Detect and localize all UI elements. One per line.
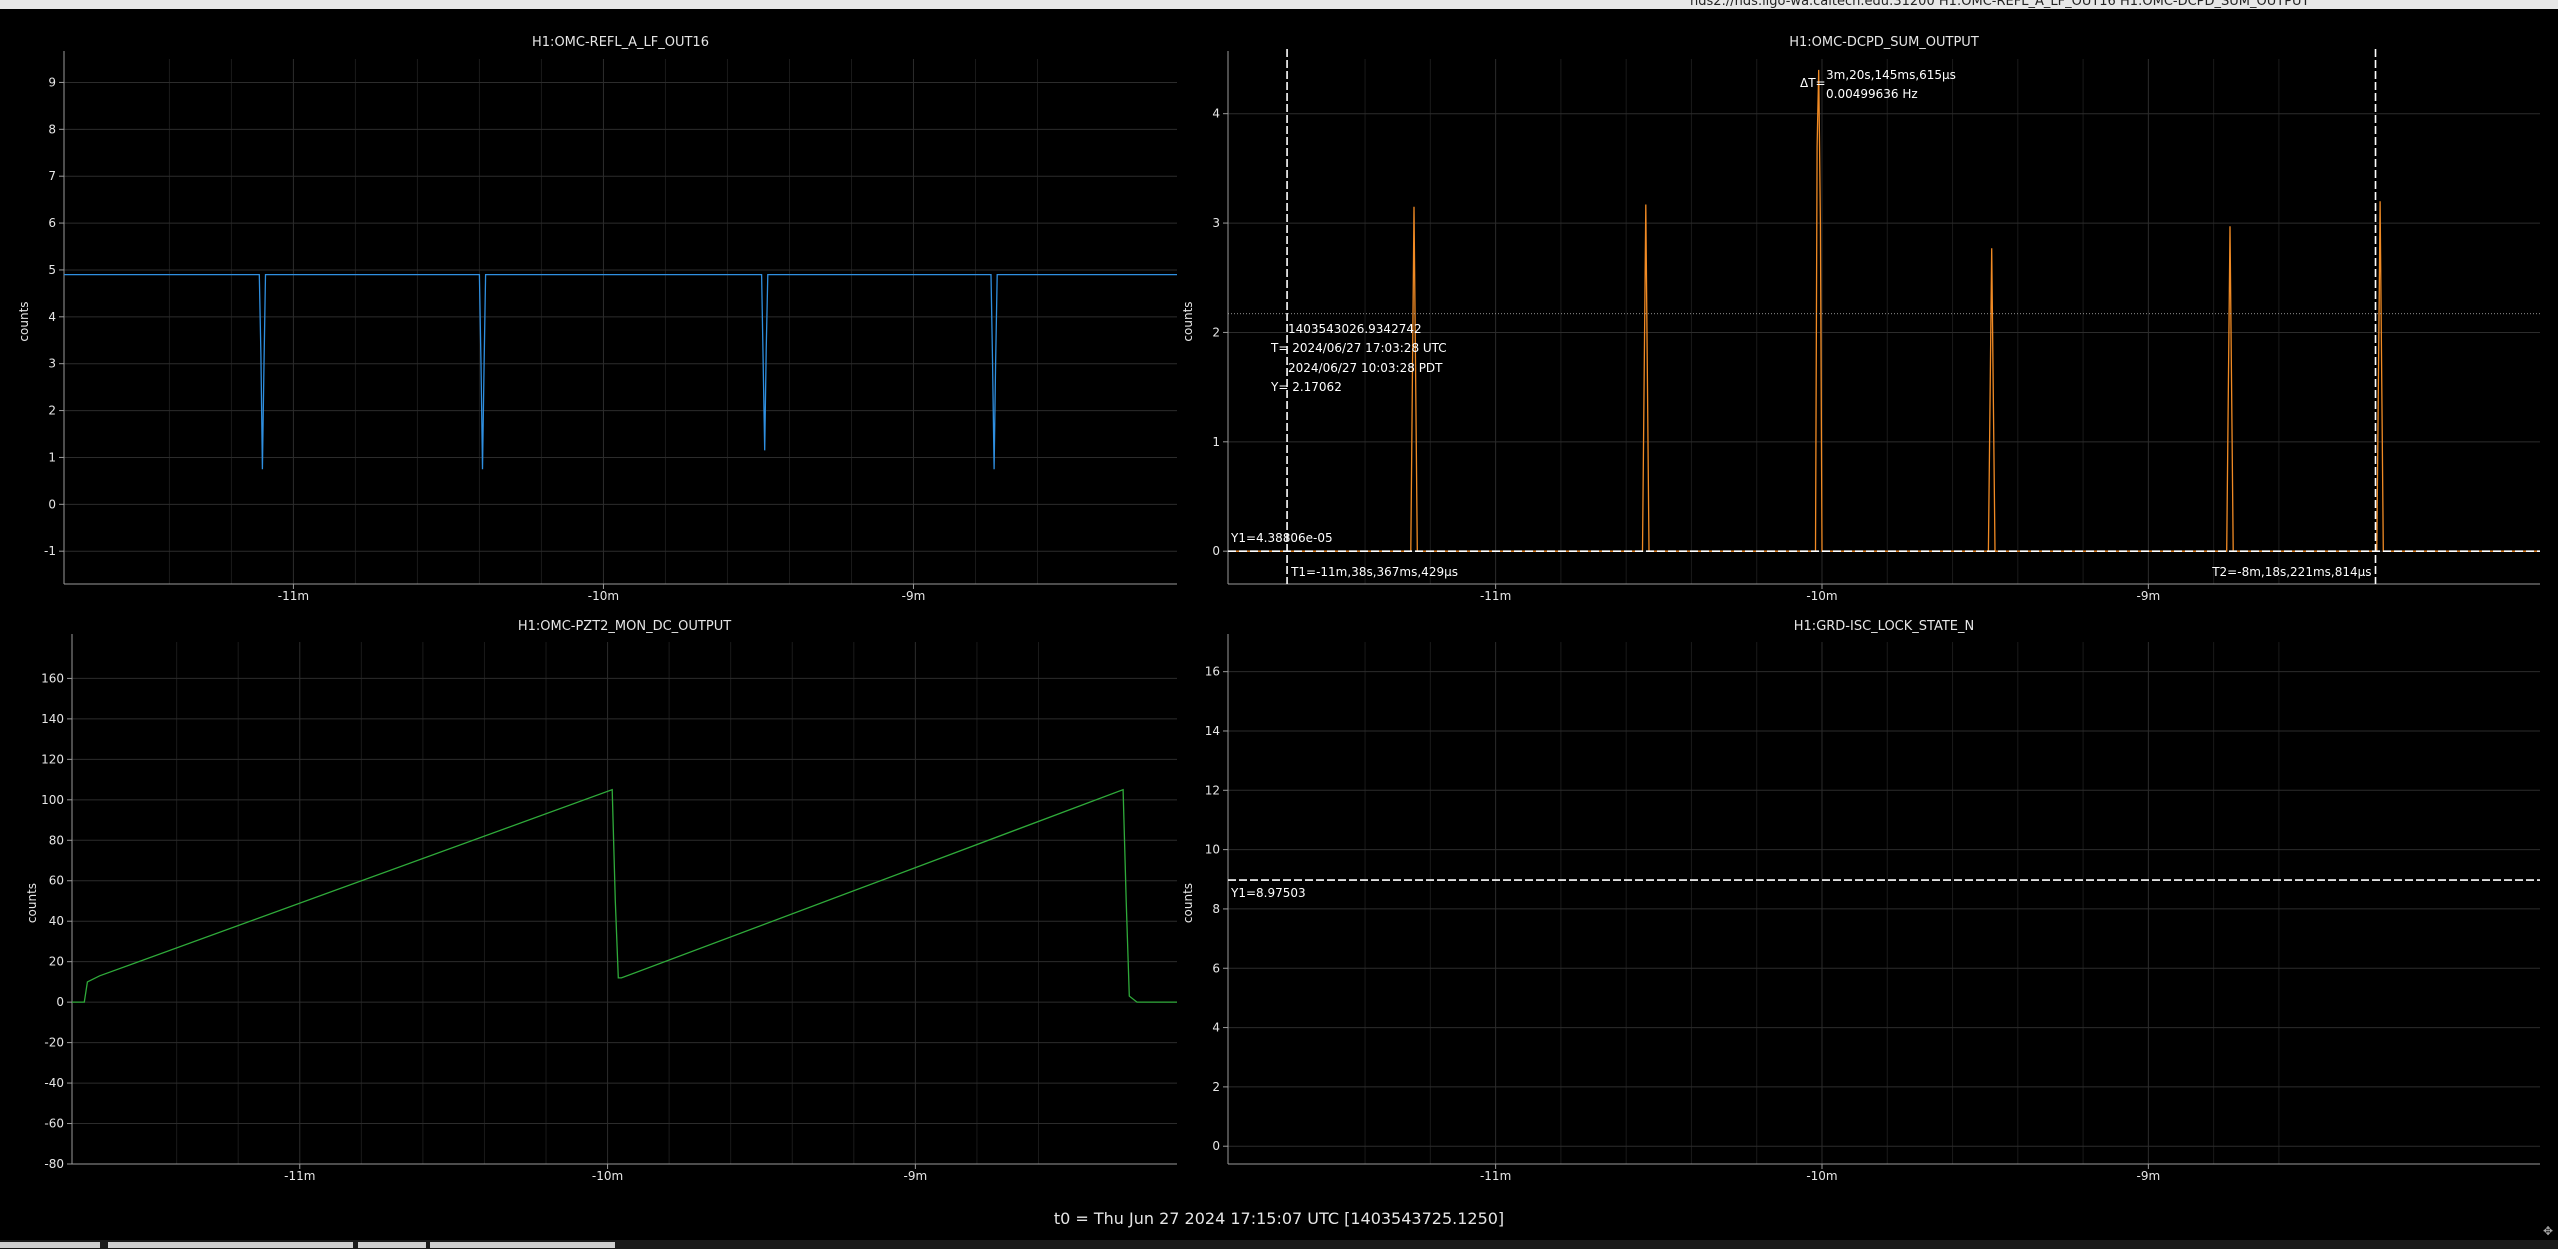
x-tick-label: -9m xyxy=(902,589,926,603)
y-tick-label: 20 xyxy=(49,955,64,969)
readout-pdt: 2024/06/27 10:03:28 PDT xyxy=(1288,361,1443,375)
plots-canvas[interactable]: H1:OMC-REFL_A_LF_OUT16-11m -10m -9m-101234… xyxy=(0,9,2558,1200)
bottom-tab[interactable] xyxy=(430,1242,615,1248)
y-tick-label: 1 xyxy=(48,450,56,464)
y-axis-label: counts xyxy=(1181,883,1195,923)
bottom-tab-strip xyxy=(0,1240,2558,1249)
x-tick-label: -10m xyxy=(1806,1169,1837,1183)
delta-t-value: 3m,20s,145ms,615µs xyxy=(1826,68,1956,82)
x-tick-label: -11m xyxy=(1480,1169,1511,1183)
readout-y: Y= 2.17062 xyxy=(1270,380,1342,394)
y-tick-label: 1 xyxy=(1212,435,1220,449)
series-line xyxy=(1228,69,2540,552)
y-tick-label: 6 xyxy=(1212,961,1220,975)
plot-panel-plot3: H1:OMC-PZT2_MON_DC_OUTPUT -11m -10m -9m -80 -… xyxy=(25,619,1178,1183)
cursor-y1-label: Y1=4.38806e-05 xyxy=(1230,531,1333,545)
plot-panel-plot1: H1:OMC-REFL_A_LF_OUT16 -11m -10m -9m -1 0 1 2 3 4… xyxy=(17,35,1178,603)
y-tick-label: 2 xyxy=(48,404,56,418)
y-tick-label: 3 xyxy=(1212,216,1220,230)
x-tick-label: -11m xyxy=(284,1169,315,1183)
y-tick-label: 9 xyxy=(48,75,56,89)
delta-t-prefix: ΔT= xyxy=(1800,76,1826,90)
x-tick-label: -10m xyxy=(588,589,619,603)
resize-grip-icon[interactable]: ✥ xyxy=(2542,1224,2554,1238)
delta-f-value: 0.00499636 Hz xyxy=(1826,87,1918,101)
y-tick-label: 0 xyxy=(56,995,64,1009)
plot-title: H1:OMC-PZT2_MON_DC_OUTPUT xyxy=(518,619,731,634)
y-tick-label: 8 xyxy=(48,122,56,136)
y-tick-label: 7 xyxy=(48,169,56,183)
y-tick-label: 140 xyxy=(41,712,64,726)
y-tick-label: 80 xyxy=(49,833,64,847)
y-axis-label: counts xyxy=(25,883,39,923)
y-tick-label: 2 xyxy=(1212,325,1220,339)
cursor-y1-label: Y1=8.97503 xyxy=(1230,886,1306,900)
cursor-t1-label: T1=-11m,38s,367ms,429µs xyxy=(1290,565,1458,579)
y-tick-label: -60 xyxy=(44,1117,64,1131)
y-tick-label: -80 xyxy=(44,1157,64,1171)
cursor-t2-label: T2=-8m,18s,221ms,814µs xyxy=(2211,565,2371,579)
bottom-tab[interactable] xyxy=(358,1242,426,1248)
y-tick-label: 4 xyxy=(1212,1021,1220,1035)
y-tick-label: 8 xyxy=(1212,902,1220,916)
y-tick-label: 10 xyxy=(1205,843,1220,857)
y-tick-label: 0 xyxy=(1212,544,1220,558)
y-tick-label: 5 xyxy=(48,263,56,277)
x-tick-label: -11m xyxy=(1480,589,1511,603)
y-axis-label: counts xyxy=(17,301,31,341)
y-tick-label: 0 xyxy=(48,497,56,511)
t0-label: t0 = Thu Jun 27 2024 17:15:07 UTC [14035… xyxy=(1053,1209,1505,1228)
series-line xyxy=(64,273,1177,470)
y-tick-label: 120 xyxy=(41,752,64,766)
y-tick-label: -40 xyxy=(44,1076,64,1090)
readout-gps: 1403543026.9342742 xyxy=(1288,322,1422,336)
y-tick-label: 16 xyxy=(1205,665,1220,679)
x-tick-label: -11m xyxy=(278,589,309,603)
window-title: nds2://nds.ligo-wa.caltech.edu:31200 H1:… xyxy=(1690,0,2310,9)
y-tick-label: 12 xyxy=(1205,783,1220,797)
y-tick-label: -1 xyxy=(44,544,56,558)
plot-panel-plot4: H1:GRD-ISC_LOCK_STATE_N -11m -10m -9m 0 2 4 6 8 1… xyxy=(1181,619,2540,1183)
y-tick-label: 14 xyxy=(1205,724,1220,738)
plot-title: H1:OMC-DCPD_SUM_OUTPUT xyxy=(1789,35,1979,50)
plot-title: H1:OMC-REFL_A_LF_OUT16 xyxy=(532,35,709,50)
x-tick-label: -10m xyxy=(592,1169,623,1183)
y-tick-label: 160 xyxy=(41,671,64,685)
y-tick-label: -20 xyxy=(44,1036,64,1050)
y-tick-label: 2 xyxy=(1212,1080,1220,1094)
y-tick-label: 4 xyxy=(1212,107,1220,121)
bottom-tab[interactable] xyxy=(108,1242,353,1248)
y-tick-label: 6 xyxy=(48,216,56,230)
window-title-bar: nds2://nds.ligo-wa.caltech.edu:31200 H1:… xyxy=(0,0,2558,9)
plot-panel-plot2: H1:OMC-DCPD_SUM_OUTPUT -11m -10m -9m 0 1 2 3 4 co… xyxy=(1181,35,2541,603)
y-tick-label: 100 xyxy=(41,793,64,807)
plot-area: H1:OMC-REFL_A_LF_OUT16 -11m -10m -9m -1 0 1 2 3 4… xyxy=(0,9,2558,1200)
readout-utc: T= 2024/06/27 17:03:28 UTC xyxy=(1270,341,1447,355)
y-tick-label: 40 xyxy=(49,914,64,928)
y-axis-label: counts xyxy=(1181,301,1195,341)
x-tick-label: -9m xyxy=(904,1169,928,1183)
x-tick-label: -9m xyxy=(2137,1169,2161,1183)
x-tick-label: -9m xyxy=(2137,589,2161,603)
plot-title: H1:GRD-ISC_LOCK_STATE_N xyxy=(1794,619,1974,634)
y-tick-label: 3 xyxy=(48,357,56,371)
series-line xyxy=(72,788,1177,1003)
bottom-tab[interactable] xyxy=(0,1242,100,1248)
y-tick-label: 60 xyxy=(49,874,64,888)
x-tick-label: -10m xyxy=(1806,589,1837,603)
y-tick-label: 4 xyxy=(48,310,56,324)
y-tick-label: 0 xyxy=(1212,1139,1220,1153)
